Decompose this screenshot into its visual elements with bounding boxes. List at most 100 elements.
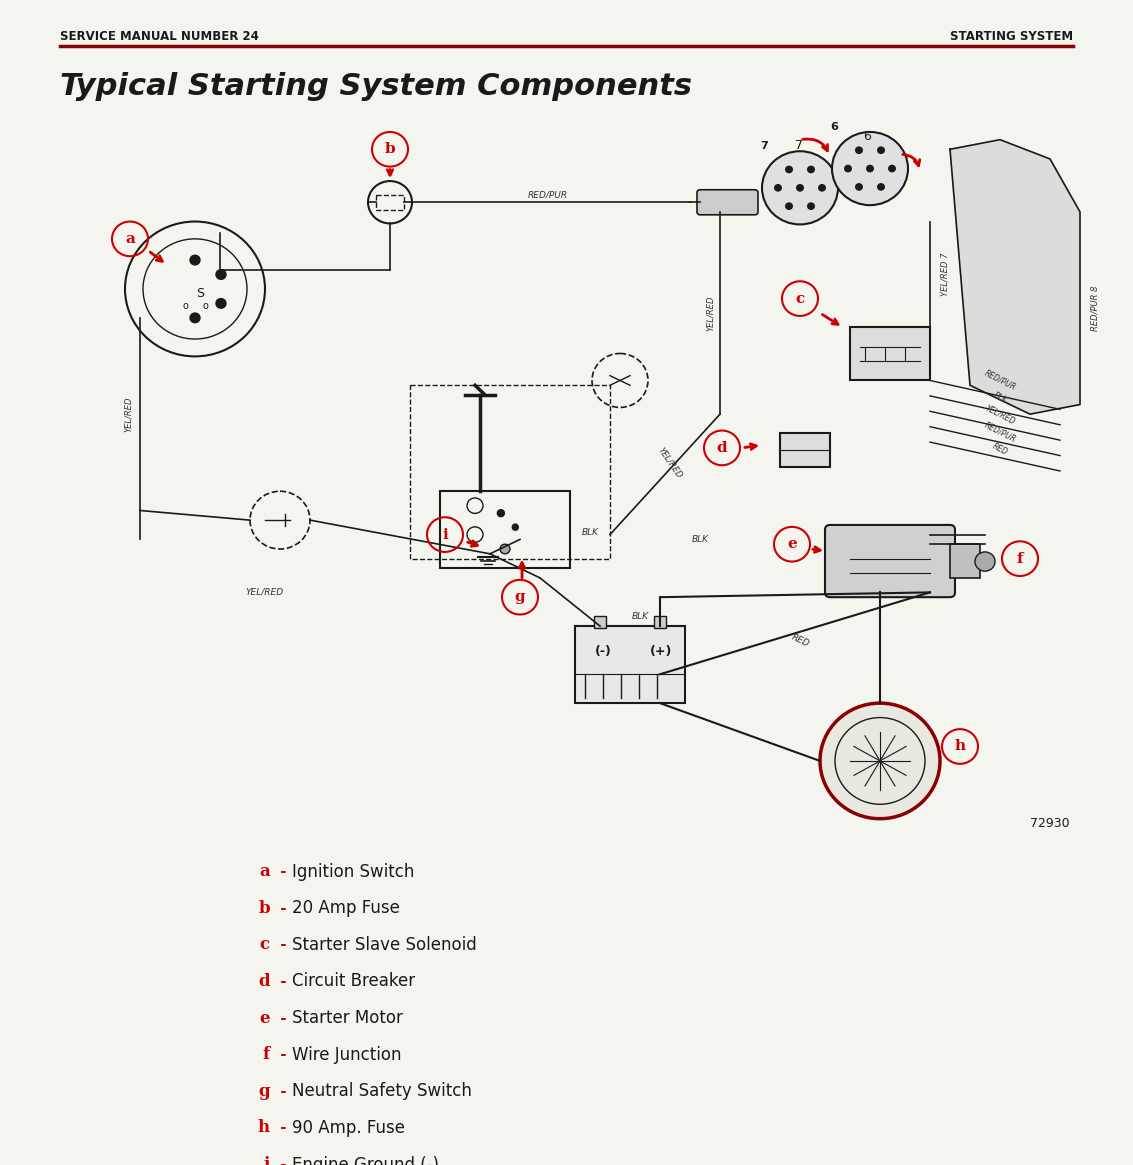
Circle shape	[818, 184, 826, 192]
Text: -: -	[275, 1157, 287, 1165]
Text: -: -	[275, 1047, 287, 1062]
Text: 7: 7	[795, 140, 803, 153]
Text: Engine Ground (-): Engine Ground (-)	[292, 1156, 438, 1165]
Text: BLK: BLK	[691, 535, 708, 544]
Text: YEL/RED: YEL/RED	[246, 588, 284, 596]
Text: o: o	[202, 302, 208, 311]
Circle shape	[877, 147, 885, 154]
Text: h: h	[258, 1120, 270, 1136]
Bar	[376, 195, 404, 210]
Text: a: a	[259, 863, 270, 881]
Text: Typical Starting System Components: Typical Starting System Components	[60, 72, 692, 101]
Text: Starter Slave Solenoid: Starter Slave Solenoid	[292, 935, 477, 954]
Text: 90 Amp. Fuse: 90 Amp. Fuse	[292, 1118, 404, 1137]
Text: RED/PUR 8: RED/PUR 8	[1090, 285, 1099, 331]
Text: RED/PUR: RED/PUR	[982, 368, 1017, 393]
Bar	[654, 616, 666, 628]
Text: o: o	[182, 302, 188, 311]
Bar	[576, 626, 685, 704]
Text: BLK: BLK	[631, 612, 648, 621]
Bar	[949, 544, 980, 578]
Bar	[850, 327, 930, 381]
Text: -: -	[275, 1121, 287, 1136]
Circle shape	[190, 313, 201, 323]
Text: c: c	[259, 937, 270, 953]
Text: f: f	[263, 1046, 270, 1064]
Text: SERVICE MANUAL NUMBER 24: SERVICE MANUAL NUMBER 24	[60, 30, 258, 43]
Text: ●: ●	[495, 507, 504, 517]
Text: ●: ●	[510, 522, 519, 531]
Text: Circuit Breaker: Circuit Breaker	[292, 973, 415, 990]
Text: h: h	[954, 740, 965, 754]
Text: YEL/RED: YEL/RED	[123, 396, 133, 432]
Bar	[780, 433, 830, 467]
Circle shape	[877, 183, 885, 191]
Text: -: -	[275, 864, 287, 880]
Text: i: i	[442, 528, 448, 542]
Circle shape	[774, 184, 782, 192]
Text: b: b	[385, 142, 395, 156]
Circle shape	[976, 552, 995, 571]
Circle shape	[216, 269, 225, 280]
Circle shape	[763, 151, 838, 225]
Circle shape	[832, 132, 908, 205]
Text: -: -	[275, 901, 287, 916]
Text: BLK: BLK	[581, 528, 598, 537]
Text: 7: 7	[760, 141, 768, 151]
Text: (-): (-)	[595, 645, 612, 658]
Circle shape	[844, 164, 852, 172]
Text: Neutral Safety Switch: Neutral Safety Switch	[292, 1082, 471, 1100]
Text: i: i	[264, 1156, 270, 1165]
Text: 20 Amp Fuse: 20 Amp Fuse	[292, 899, 400, 917]
Bar	[440, 492, 570, 569]
Text: RED/PUR: RED/PUR	[528, 190, 568, 199]
Circle shape	[820, 704, 940, 819]
Text: Wire Junction: Wire Junction	[292, 1046, 401, 1064]
Text: -: -	[275, 1083, 287, 1099]
Text: (+): (+)	[650, 645, 672, 658]
Circle shape	[796, 184, 804, 192]
Text: 72930: 72930	[1030, 817, 1070, 829]
Text: d: d	[717, 440, 727, 454]
Text: YEL/RED: YEL/RED	[706, 295, 715, 331]
Text: S: S	[196, 288, 204, 301]
Bar	[594, 616, 606, 628]
Text: Starter Motor: Starter Motor	[292, 1009, 403, 1028]
Text: -: -	[275, 974, 287, 989]
FancyBboxPatch shape	[825, 525, 955, 598]
Polygon shape	[949, 140, 1080, 415]
Text: b: b	[258, 899, 270, 917]
Text: d: d	[258, 973, 270, 990]
Text: RED: RED	[790, 633, 810, 649]
Circle shape	[866, 164, 874, 172]
Circle shape	[500, 544, 510, 553]
Circle shape	[216, 298, 225, 309]
Text: YEL/RED: YEL/RED	[983, 404, 1016, 426]
Text: BLK: BLK	[991, 390, 1008, 405]
Circle shape	[785, 203, 793, 210]
Text: -: -	[275, 1010, 287, 1025]
Text: g: g	[258, 1082, 270, 1100]
Circle shape	[855, 183, 863, 191]
Text: YEL/RED 7: YEL/RED 7	[940, 253, 949, 296]
Text: 6: 6	[863, 129, 871, 142]
Text: e: e	[787, 537, 796, 551]
Text: g: g	[514, 591, 526, 605]
Circle shape	[855, 147, 863, 154]
Text: YEL/RED: YEL/RED	[656, 445, 684, 480]
Text: STARTING SYSTEM: STARTING SYSTEM	[949, 30, 1073, 43]
Circle shape	[190, 255, 201, 264]
Text: f: f	[1016, 552, 1023, 566]
FancyBboxPatch shape	[697, 190, 758, 214]
Text: RED: RED	[991, 443, 1010, 458]
Circle shape	[807, 165, 815, 174]
Text: 6: 6	[830, 122, 838, 132]
Circle shape	[785, 165, 793, 174]
Text: RED/PUR: RED/PUR	[982, 421, 1017, 444]
Text: Ignition Switch: Ignition Switch	[292, 863, 415, 881]
Text: a: a	[125, 232, 135, 246]
Circle shape	[888, 164, 896, 172]
Text: -: -	[275, 938, 287, 953]
Text: c: c	[795, 291, 804, 305]
Text: e: e	[259, 1010, 270, 1026]
